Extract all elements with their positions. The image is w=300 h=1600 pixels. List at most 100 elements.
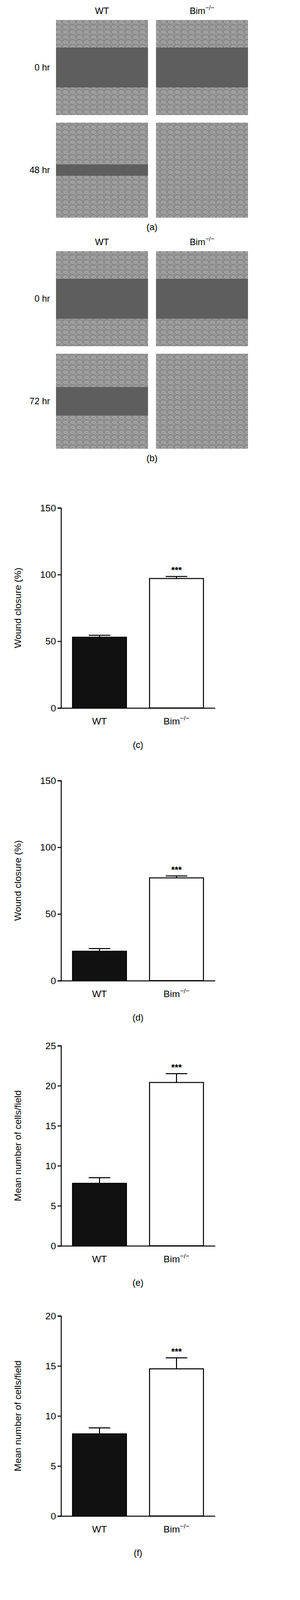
tick-mark	[57, 1205, 61, 1206]
axis-line	[61, 1515, 216, 1516]
tick-mark	[57, 1515, 61, 1516]
axis-line	[57, 508, 62, 708]
tick-label: 100	[40, 841, 56, 852]
y-axis-title: Wound closure (%)	[12, 839, 23, 920]
tick-mark	[57, 1245, 61, 1246]
tick-label: 5	[50, 1200, 56, 1211]
tick-label: 10	[45, 1160, 56, 1171]
wound-gap	[156, 278, 248, 319]
tick-label: 15	[45, 1120, 56, 1131]
tick-label: 50	[45, 908, 56, 919]
row-label: 0 hr	[34, 62, 50, 73]
axis-line	[61, 1245, 216, 1246]
x-tick: Bim−/−	[163, 980, 190, 999]
tick-mark	[57, 846, 61, 848]
tick-label: WT	[92, 715, 107, 726]
y-axis-title: Wound closure (%)	[12, 567, 23, 648]
x-tick: WT	[92, 707, 107, 726]
column-label: WT	[95, 6, 109, 16]
tick-label: 0	[50, 1510, 56, 1521]
panel-label: (a)	[146, 222, 158, 232]
y-axis: 050100150	[40, 502, 61, 713]
bar	[72, 1433, 127, 1515]
y-axis: 0 5 10 15 20	[45, 1310, 62, 1521]
tick-mark	[57, 1085, 61, 1086]
error-bar	[165, 576, 187, 578]
wound-gap	[56, 278, 148, 319]
wound-gap	[56, 164, 148, 176]
annotation: ***	[171, 864, 182, 875]
row-label: 72 hr	[29, 396, 50, 406]
axis-line	[57, 1315, 62, 1516]
panel-label: (b)	[146, 453, 158, 463]
error-cap	[165, 1072, 187, 1074]
wound-gap	[56, 47, 148, 88]
tick-label: Bim−/−	[163, 714, 190, 726]
y-tick: 15	[45, 1120, 61, 1131]
tick-mark	[57, 1415, 61, 1416]
error-whisker	[99, 1427, 100, 1433]
x-axis: WTBim−/−	[61, 1515, 216, 1534]
tick-mark	[57, 980, 61, 981]
tick-label: 0	[50, 1240, 56, 1251]
tick-label: 0	[50, 975, 56, 986]
error-whisker	[176, 1357, 177, 1368]
tick-mark	[57, 1125, 61, 1126]
micrograph	[56, 122, 148, 218]
annotation: ***	[171, 565, 182, 575]
figure: WTBim−/−0 hr48 hr(a)WTBim−/−0 hr72 hr(b)…	[0, 0, 300, 1599]
axis-line	[61, 980, 216, 981]
x-tick: Bim−/−	[163, 707, 190, 726]
y-tick: 50	[45, 908, 61, 919]
tick-label: WT	[92, 988, 107, 999]
y-tick: 150	[40, 775, 61, 786]
micrograph	[156, 251, 248, 346]
x-axis: WT Bim−/−	[61, 707, 216, 726]
micrograph	[156, 122, 248, 218]
image-panel: WTBim−/−0 hr72 hr(b)	[29, 235, 248, 463]
error-cap	[88, 634, 110, 636]
error-cap	[88, 947, 110, 949]
tick-mark	[57, 780, 61, 781]
y-axis: 0 50 100 150	[40, 775, 61, 986]
tick-label: 0	[50, 702, 56, 713]
error-cap	[165, 875, 187, 876]
tick-mark	[57, 1365, 61, 1366]
micrograph	[56, 353, 148, 449]
column-label: Bim−/−	[189, 235, 214, 247]
tick-label: 100	[40, 569, 56, 580]
bar-chart: 050100150WTBim−/−Wound closure (%)***(c)	[12, 502, 216, 750]
row-label: 48 hr	[29, 165, 50, 175]
wound-gap	[56, 387, 148, 416]
y-tick: 15	[45, 1360, 61, 1371]
x-tick: WT	[92, 980, 107, 999]
x-tick: Bim−/−	[163, 1245, 190, 1264]
y-tick: 150	[40, 502, 61, 513]
tick-label: Bim−/−	[163, 986, 190, 999]
bar	[72, 950, 127, 980]
bar	[149, 578, 204, 708]
y-tick: 0	[50, 975, 61, 986]
bar-chart: 0 50 100 150 WT Bim−/− Wound closure (%) *** (d)	[12, 775, 216, 1022]
panel-label: (f)	[134, 1547, 143, 1557]
bar-chart: 0 5 10 15 20 WTBim−/− Mean number of cells/fie…	[12, 1310, 216, 1557]
y-tick: 10	[45, 1410, 61, 1421]
y-tick: 0	[50, 1510, 61, 1521]
micrograph	[156, 353, 248, 449]
y-axis-title: Mean number of cells/field	[12, 1359, 23, 1471]
tick-label: 20	[45, 1310, 56, 1321]
y-tick: 5	[50, 1460, 61, 1471]
tick-label: 5	[50, 1460, 56, 1471]
tick-label: Bim−/−	[163, 1521, 190, 1534]
y-tick: 5	[50, 1200, 61, 1211]
tick-label: WT	[92, 1253, 107, 1264]
bar	[149, 1082, 204, 1245]
tick-label: Bim−/−	[163, 1251, 190, 1264]
error-bar	[88, 1427, 110, 1433]
plot-area	[72, 1073, 204, 1245]
y-tick: 20	[45, 1080, 61, 1091]
tick-label: 15	[45, 1360, 56, 1371]
panel-label: (d)	[132, 1012, 144, 1022]
tick-mark	[57, 1315, 61, 1316]
plot-area	[72, 875, 204, 980]
